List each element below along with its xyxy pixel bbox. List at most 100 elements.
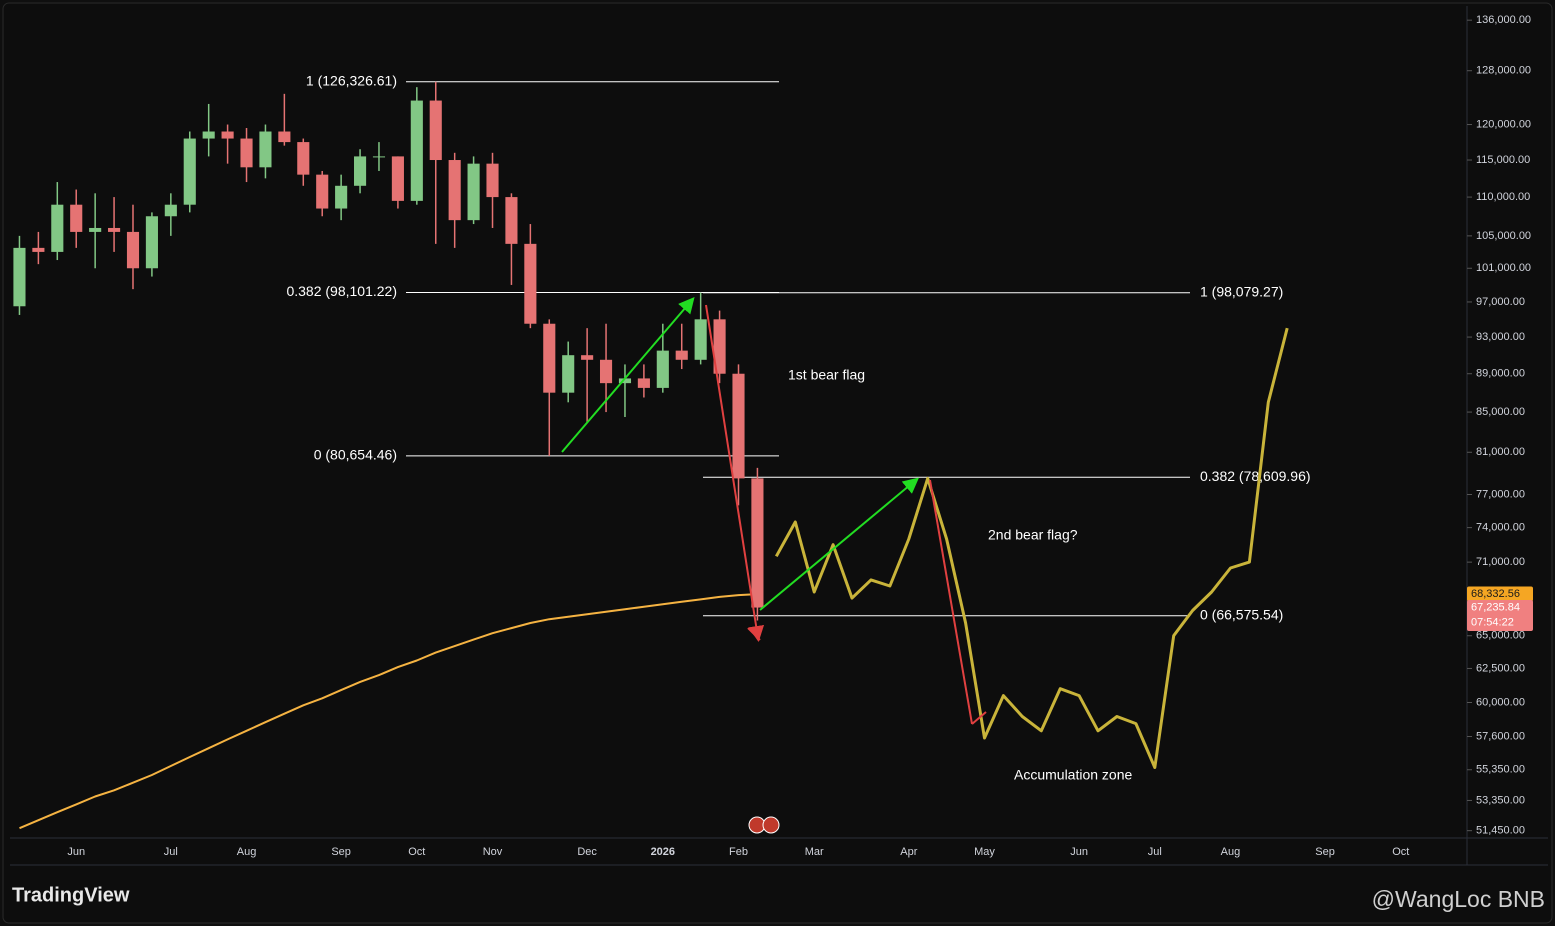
y-tick-label: 115,000.00 [1476, 154, 1530, 166]
candle-body [51, 204, 64, 252]
y-tick-label: 136,000.00 [1476, 14, 1531, 26]
candle-body [240, 138, 253, 168]
y-tick-label: 60,000.00 [1476, 696, 1525, 708]
candle-body [562, 355, 575, 393]
candle-body [70, 204, 83, 232]
annotation: 2nd bear flag? [988, 527, 1078, 543]
candle-body [581, 355, 594, 360]
y-tick-label: 89,000.00 [1476, 368, 1525, 380]
candle-body [410, 100, 423, 201]
fib-label: 1 (98,079.27) [1200, 283, 1283, 299]
y-tick-label: 57,600.00 [1476, 730, 1525, 742]
candle-body [297, 142, 310, 175]
y-tick-label: 110,000.00 [1476, 191, 1530, 203]
y-tick-label: 97,000.00 [1476, 296, 1525, 308]
brand: TradingView [12, 884, 130, 906]
fib-label: 1 (126,326.61) [306, 72, 397, 88]
annotation: 1st bear flag [788, 367, 865, 383]
y-tick-label: 77,000.00 [1476, 488, 1525, 500]
candle-body [732, 373, 745, 479]
fib-label: 0 (66,575.54) [1200, 606, 1283, 622]
candle-body [278, 131, 291, 143]
x-tick-label: Aug [1221, 846, 1241, 858]
x-tick-label: Oct [1392, 846, 1409, 858]
candle-body [183, 138, 196, 205]
x-tick-label: Sep [331, 846, 351, 858]
candle-body [448, 160, 461, 221]
price-badge-label: 68,332.56 [1471, 588, 1520, 600]
green-arrow [561, 296, 695, 453]
x-tick-label: Aug [237, 846, 257, 858]
y-tick-label: 93,000.00 [1476, 331, 1525, 343]
price-badge [1467, 586, 1533, 602]
candle-body [126, 231, 140, 269]
x-tick-label: Apr [900, 846, 917, 858]
candle-body [618, 378, 632, 384]
x-tick-label: Jun [1070, 846, 1088, 858]
candle-body [32, 247, 45, 252]
candle-body [354, 156, 367, 186]
candle-body [221, 131, 234, 139]
x-tick-label: May [974, 846, 995, 858]
y-tick-label: 120,000.00 [1476, 118, 1531, 130]
candle-body [599, 359, 613, 384]
projection-layer [774, 327, 1289, 769]
candle-body [164, 204, 177, 217]
red-line [747, 627, 761, 641]
flag-icon [762, 816, 780, 834]
candle-body [543, 323, 556, 393]
candle-body [316, 174, 329, 209]
drawings [561, 296, 987, 725]
y-tick-label: 101,000.00 [1476, 262, 1531, 274]
candle-body [145, 216, 158, 269]
axis-layer: 136,000.00 128,000.00 120,000.00 115,000.00… [67, 14, 1531, 858]
red-arrow [705, 304, 765, 642]
candle-body [751, 478, 764, 608]
x-tick-label: Sep [1315, 846, 1335, 858]
watermark: @WangLoc BNB [1372, 886, 1545, 912]
candle-body [637, 378, 650, 388]
candle-body [675, 350, 688, 360]
candle-layer [13, 81, 764, 621]
projection-line [774, 327, 1289, 769]
y-tick-label: 81,000.00 [1476, 446, 1525, 458]
fib-layer: 1 (126,326.61) 0.382 (98,101.22) 0 (80,654… [286, 72, 1310, 622]
x-tick-label: Dec [577, 846, 597, 858]
y-tick-label: 128,000.00 [1476, 65, 1531, 77]
price-badge-label: 67,235.84 [1471, 601, 1520, 613]
y-tick-label: 85,000.00 [1476, 406, 1525, 418]
candle-body [89, 227, 102, 232]
candle-body [694, 319, 707, 360]
fib-label: 0.382 (98,101.22) [286, 283, 397, 299]
x-tick-label: Jul [164, 846, 178, 858]
y-tick-label: 105,000.00 [1476, 230, 1531, 242]
candle-body [259, 131, 272, 168]
candle-body [108, 227, 121, 232]
event-flags [748, 816, 780, 834]
x-tick-label: Jun [67, 846, 85, 858]
y-tick-label: 65,000.00 [1476, 630, 1525, 642]
y-tick-label: 62,500.00 [1476, 662, 1525, 674]
x-tick-label: Jul [1148, 846, 1162, 858]
candle-body [656, 350, 669, 388]
y-tick-label: 53,350.00 [1476, 794, 1525, 806]
ma-layer [19, 593, 758, 830]
x-tick-label: Mar [805, 846, 824, 858]
y-tick-label: 51,450.00 [1476, 825, 1525, 837]
x-tick-label: 2026 [651, 846, 675, 858]
candle-body [505, 197, 518, 244]
candle-body [467, 163, 480, 221]
x-tick-label: Feb [729, 846, 748, 858]
fib-label: 0 (80,654.46) [314, 447, 397, 463]
candle-body [486, 163, 499, 198]
green-arrow [759, 477, 920, 611]
candle-body [13, 247, 26, 307]
y-tick-label: 71,000.00 [1476, 556, 1525, 568]
x-tick-label: Oct [408, 846, 425, 858]
countdown: 07:54:22 [1471, 616, 1514, 628]
candle-body [524, 243, 537, 324]
